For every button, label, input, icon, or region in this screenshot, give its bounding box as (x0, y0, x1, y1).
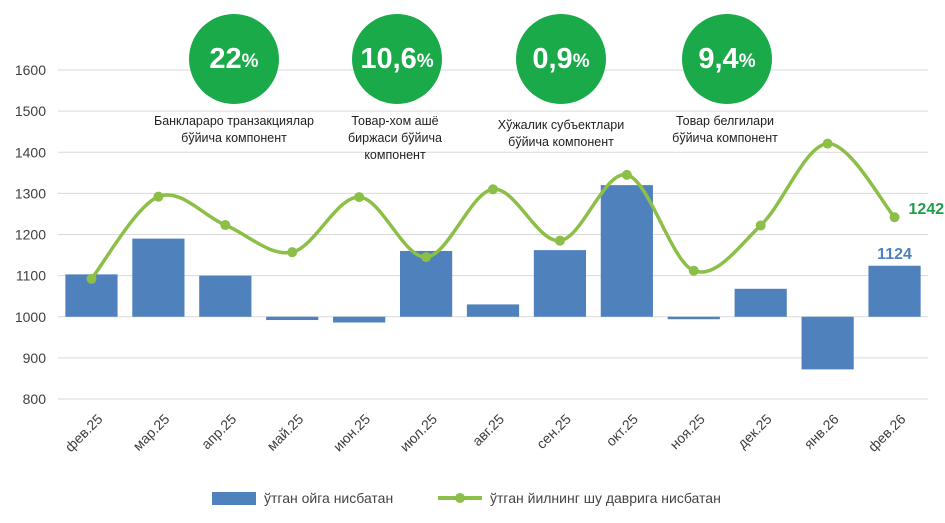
x-tick-label: сен.25 (533, 411, 574, 452)
x-axis-ticks: фев.25 мар.25 апр.25 май.25 июн.25 июл.25 авг.… (62, 411, 909, 455)
caption-line: Банклараро транзакциялар (154, 114, 314, 128)
indicator-circle-3: 0,9% (516, 14, 606, 104)
caption-line: бўйича компонент (508, 135, 614, 149)
bar (868, 265, 921, 317)
line-point (421, 252, 432, 263)
x-tick-label: авг.25 (469, 411, 507, 449)
bar (801, 316, 854, 370)
bar-swatch-icon (212, 491, 256, 505)
x-tick-label: фев.25 (62, 411, 106, 455)
y-tick-label: 1300 (15, 185, 46, 201)
indicator-unit: % (572, 51, 590, 72)
line-point (755, 220, 766, 231)
bar (734, 288, 787, 317)
legend: ўтган ойга нисбатан ўтган йилнинг шу дав… (0, 490, 945, 516)
y-tick-label: 1000 (15, 309, 46, 325)
line-point (220, 220, 231, 231)
line-point (822, 138, 833, 149)
bar (333, 316, 386, 323)
y-tick-label: 900 (23, 350, 47, 366)
line-point (287, 247, 298, 258)
x-tick-label: мар.25 (130, 411, 173, 454)
indicator-circle-2: 10,6% (352, 14, 442, 104)
caption-line: Товар-хом ашё (351, 114, 439, 128)
x-tick-label: дек.25 (734, 411, 775, 452)
indicator-value: 9,4 (698, 42, 739, 75)
data-labels: 1242 1124 (877, 201, 944, 263)
y-tick-label: 1500 (15, 103, 46, 119)
x-tick-label: июл.25 (397, 411, 441, 455)
indicator-caption-2: Товар-хом ашё биржаси бўйича компонент (305, 113, 485, 164)
bar (533, 250, 587, 317)
line-point (621, 169, 632, 180)
bar (199, 275, 252, 317)
bar (466, 304, 520, 317)
x-tick-label: май.25 (263, 411, 306, 454)
legend-item-line: ўтган йилнинг шу даврига нисбатан (436, 490, 721, 506)
line-point (488, 184, 498, 195)
indicator-unit: % (738, 51, 756, 72)
bar-data-label: 1124 (877, 246, 912, 263)
x-tick-label: ноя.25 (666, 411, 708, 453)
line-path (90, 141, 896, 281)
legend-label: ўтган ойга нисбатан (264, 490, 394, 506)
indicator-caption-3: Хўжалик субъектлари бўйича компонент (471, 117, 651, 151)
x-tick-label: июн.25 (330, 411, 374, 455)
line-point (889, 212, 900, 223)
indicator-unit: % (241, 51, 259, 72)
x-tick-label: окт.25 (603, 411, 642, 450)
line-point (354, 192, 365, 203)
indicator-circle-4: 9,4% (682, 14, 772, 104)
bar-series (65, 185, 921, 370)
caption-line: биржаси бўйича (348, 131, 442, 145)
line-marker-icon (438, 493, 482, 503)
bar (132, 238, 185, 317)
indicator-caption-1: Банклараро транзакциялар бўйича компонен… (144, 113, 324, 147)
line-data-label: 1242 (909, 201, 945, 218)
line-point (153, 191, 164, 202)
line-point (86, 273, 97, 284)
caption-line: компонент (364, 148, 426, 162)
caption-line: бўйича компонент (181, 131, 287, 145)
y-tick-label: 1400 (15, 144, 46, 160)
line-point (688, 265, 699, 276)
indicator-value: 10,6 (360, 42, 417, 75)
y-axis-ticks: 800 900 1000 1100 1200 1300 1400 1500 1600 (15, 62, 46, 407)
legend-label: ўтган йилнинг шу даврига нисбатан (490, 490, 721, 506)
caption-line: Товар белгилари (675, 114, 775, 128)
caption-line: бўйича компонент (672, 131, 778, 145)
line-point (554, 235, 565, 246)
y-tick-label: 1100 (16, 268, 46, 284)
x-tick-label: апр.25 (198, 411, 240, 453)
bar (600, 185, 653, 317)
caption-line: Хўжалик субъектлари (497, 118, 625, 132)
indicator-value: 0,9 (532, 42, 573, 75)
y-tick-label: 800 (23, 391, 47, 407)
x-tick-label: фев.26 (865, 411, 909, 455)
bar (667, 316, 720, 320)
bar (266, 316, 319, 321)
indicator-unit: % (416, 51, 434, 72)
x-tick-label: янв.26 (801, 411, 842, 452)
indicator-caption-4: Товар белгилари бўйича компонент (635, 113, 815, 147)
line-series (86, 138, 900, 284)
y-tick-label: 1600 (15, 62, 46, 78)
indicator-value: 22 (209, 42, 242, 75)
y-tick-label: 1200 (15, 227, 46, 243)
indicator-circle-1: 22% (189, 14, 279, 104)
legend-item-bar: ўтган ойга нисбатан (212, 490, 393, 506)
